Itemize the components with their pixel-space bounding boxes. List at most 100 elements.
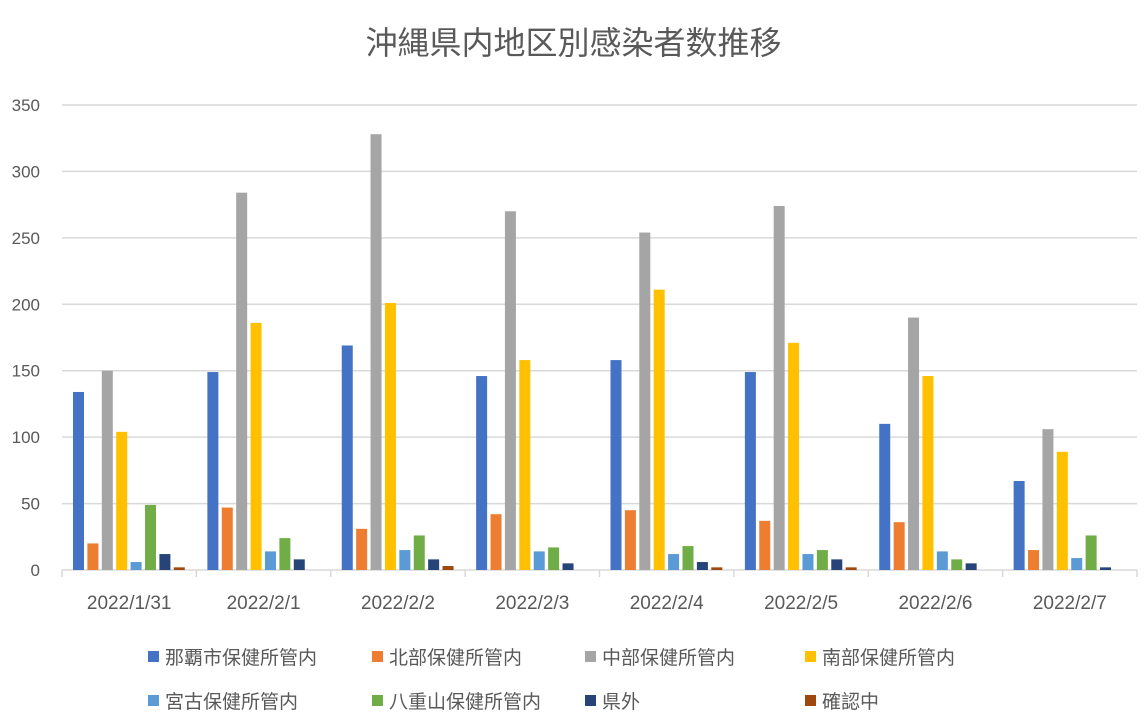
legend-label: 八重山保健所管内 [389,691,542,713]
bar-7 [159,554,171,570]
legend-label: 中部保健所管内 [602,647,736,669]
legend-label: 那覇市保健所管内 [165,647,318,669]
legend-label: 宮古保健所管内 [165,691,299,713]
y-tick-label: 300 [12,162,40,181]
bar-1 [341,345,353,570]
bar-4 [922,376,934,570]
bar-5 [130,562,142,570]
bar-4 [116,431,128,570]
legend-item: 那覇市保健所管内 [148,643,317,670]
bar-4 [250,322,262,570]
bar-2 [490,514,502,570]
y-tick-label: 200 [12,295,40,314]
bar-6 [1085,535,1097,570]
bar-7 [428,559,440,570]
x-tick-label: 2022/2/4 [630,593,704,614]
bar-5 [936,551,948,570]
bar-6 [951,559,963,570]
bar-7 [1100,567,1112,570]
bar-1 [879,423,891,570]
bar-3 [1042,429,1054,570]
bar-6 [682,546,694,570]
bar-3 [908,317,920,570]
x-tick-label: 2022/2/2 [361,593,435,614]
bar-7 [696,562,708,570]
x-tick-label: 2022/2/3 [495,593,569,614]
bar-6 [548,547,560,570]
y-tick-label: 0 [31,561,40,580]
bar-8 [442,566,454,570]
legend-swatch [805,651,816,662]
bar-8 [845,567,857,570]
bar-3 [101,370,113,570]
bar-2 [221,507,233,570]
legend-item: 北部保健所管内 [372,643,522,670]
x-tick-label: 2022/2/6 [898,593,972,614]
bar-4 [384,302,396,570]
legend-label: 北部保健所管内 [389,647,523,669]
bar-2 [356,528,368,570]
bar-3 [773,205,785,570]
bar-1 [207,372,219,570]
legend-swatch [585,695,596,706]
bar-5 [533,551,545,570]
bar-2 [87,543,99,570]
bar-2 [1028,550,1040,570]
bar-7 [562,563,574,570]
legend-item: 確認中 [805,687,879,714]
y-tick-label: 250 [12,229,40,248]
bar-3 [504,211,516,571]
bar-2 [624,510,636,570]
y-tick-label: 100 [12,428,40,447]
bar-1 [1013,480,1025,570]
bar-4 [519,360,531,570]
legend-swatch [372,695,383,706]
legend-label: 南部保健所管内 [822,647,956,669]
bar-5 [802,554,814,570]
bar-7 [831,559,843,570]
bar-2 [893,522,905,570]
bar-3 [639,232,651,571]
y-tick-label: 150 [12,362,40,381]
legend-item: 中部保健所管内 [585,643,735,670]
legend-label: 県外 [602,691,641,713]
bar-3 [370,134,382,570]
y-tick-label: 50 [21,495,40,514]
legend-swatch [805,695,816,706]
x-tick-label: 2022/2/1 [227,593,301,614]
bar-7 [965,563,977,570]
legend-item: 南部保健所管内 [805,643,955,670]
legend-swatch [148,695,159,706]
bar-3 [236,192,248,570]
legend-item: 県外 [585,687,640,714]
legend-item: 八重山保健所管内 [372,687,541,714]
x-tick-label: 2022/1/31 [87,593,172,614]
bar-5 [1071,558,1083,570]
bar-5 [264,551,276,570]
bar-7 [293,559,305,570]
bar-4 [788,342,800,570]
bar-5 [399,550,411,570]
legend-swatch [585,651,596,662]
bar-1 [610,360,622,570]
bar-2 [759,520,771,570]
bar-8 [711,567,723,570]
legend-item: 宮古保健所管内 [148,687,298,714]
bar-6 [279,538,291,570]
legend-swatch [148,651,159,662]
bar-1 [476,376,488,570]
bar-6 [145,504,156,570]
bar-8 [173,567,185,570]
bar-6 [816,550,828,570]
bar-4 [653,289,665,570]
bar-1 [73,391,84,570]
chart-title: 沖縄県内地区別感染者数推移 [365,24,782,62]
legend-label: 確認中 [822,691,880,713]
legend-swatch [372,651,383,662]
bar-5 [668,554,680,570]
bar-1 [744,372,756,570]
y-tick-label: 350 [12,96,40,115]
x-tick-label: 2022/2/5 [764,593,838,614]
bar-4 [1056,451,1068,570]
